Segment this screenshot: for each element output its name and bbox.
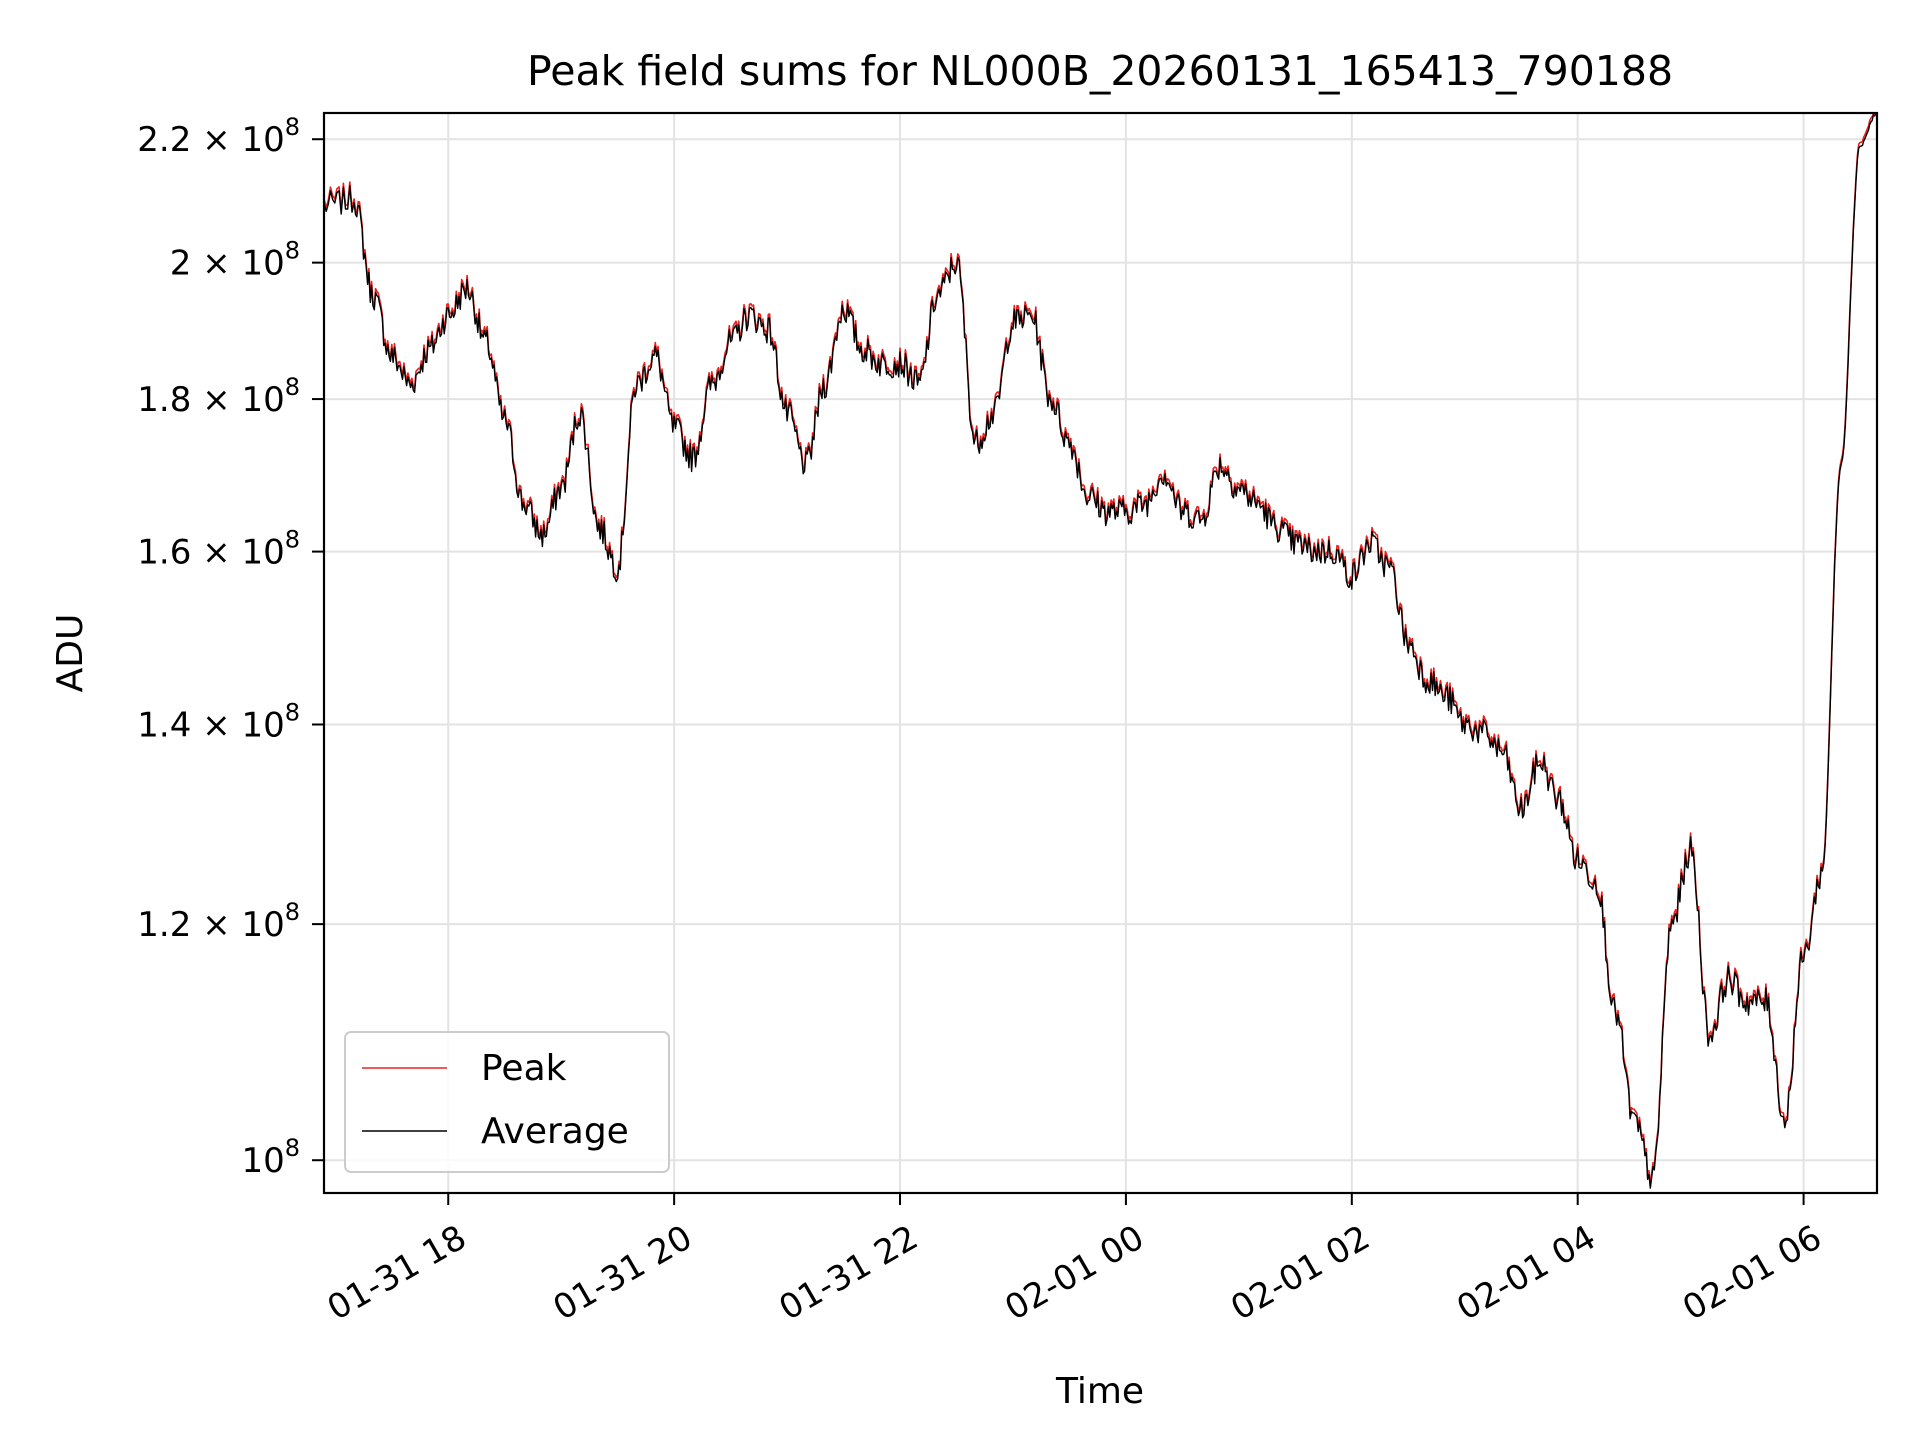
y-tick-label: 1.2 × 108 (137, 898, 300, 945)
y-tick-exponent: 8 (285, 373, 300, 401)
y-tick-exponent: 8 (285, 237, 300, 265)
y-tick-base: 1.4 × 10 (137, 706, 284, 746)
legend-label-peak: Peak (481, 1048, 567, 1089)
y-tick-base: 2.2 × 10 (137, 120, 284, 160)
y-tick-exponent: 8 (285, 1134, 300, 1162)
series-line-average (323, 113, 1877, 1189)
chart-title: Peak field sums for NL000B_20260131_1654… (527, 47, 1673, 95)
y-tick-label: 108 (241, 1134, 300, 1181)
y-axis-label: ADU (50, 614, 91, 693)
y-tick-label: 1.4 × 108 (137, 699, 300, 746)
legend-label-average: Average (481, 1111, 629, 1152)
y-tick-label: 1.8 × 108 (137, 373, 300, 420)
y-tick-label: 2 × 108 (170, 237, 300, 284)
x-axis-label: Time (1055, 1371, 1144, 1412)
y-tick-base: 1.2 × 10 (137, 905, 284, 945)
y-tick-base: 2 × 10 (170, 244, 285, 284)
legend: Peak Average (344, 1031, 670, 1173)
plot-frame (322, 111, 1879, 1195)
y-tick-label: 2.2 × 108 (137, 113, 300, 160)
y-tick-exponent: 8 (285, 113, 300, 141)
legend-box (344, 1031, 670, 1173)
y-tick-exponent: 8 (285, 526, 300, 554)
y-tick-base: 10 (241, 1141, 284, 1181)
y-tick-base: 1.8 × 10 (137, 380, 284, 420)
series-layer (323, 113, 1877, 1189)
y-tick-label: 1.6 × 108 (137, 526, 300, 573)
y-tick-exponent: 8 (285, 898, 300, 926)
y-tick-base: 1.6 × 10 (137, 533, 284, 573)
y-tick-exponent: 8 (285, 699, 300, 727)
